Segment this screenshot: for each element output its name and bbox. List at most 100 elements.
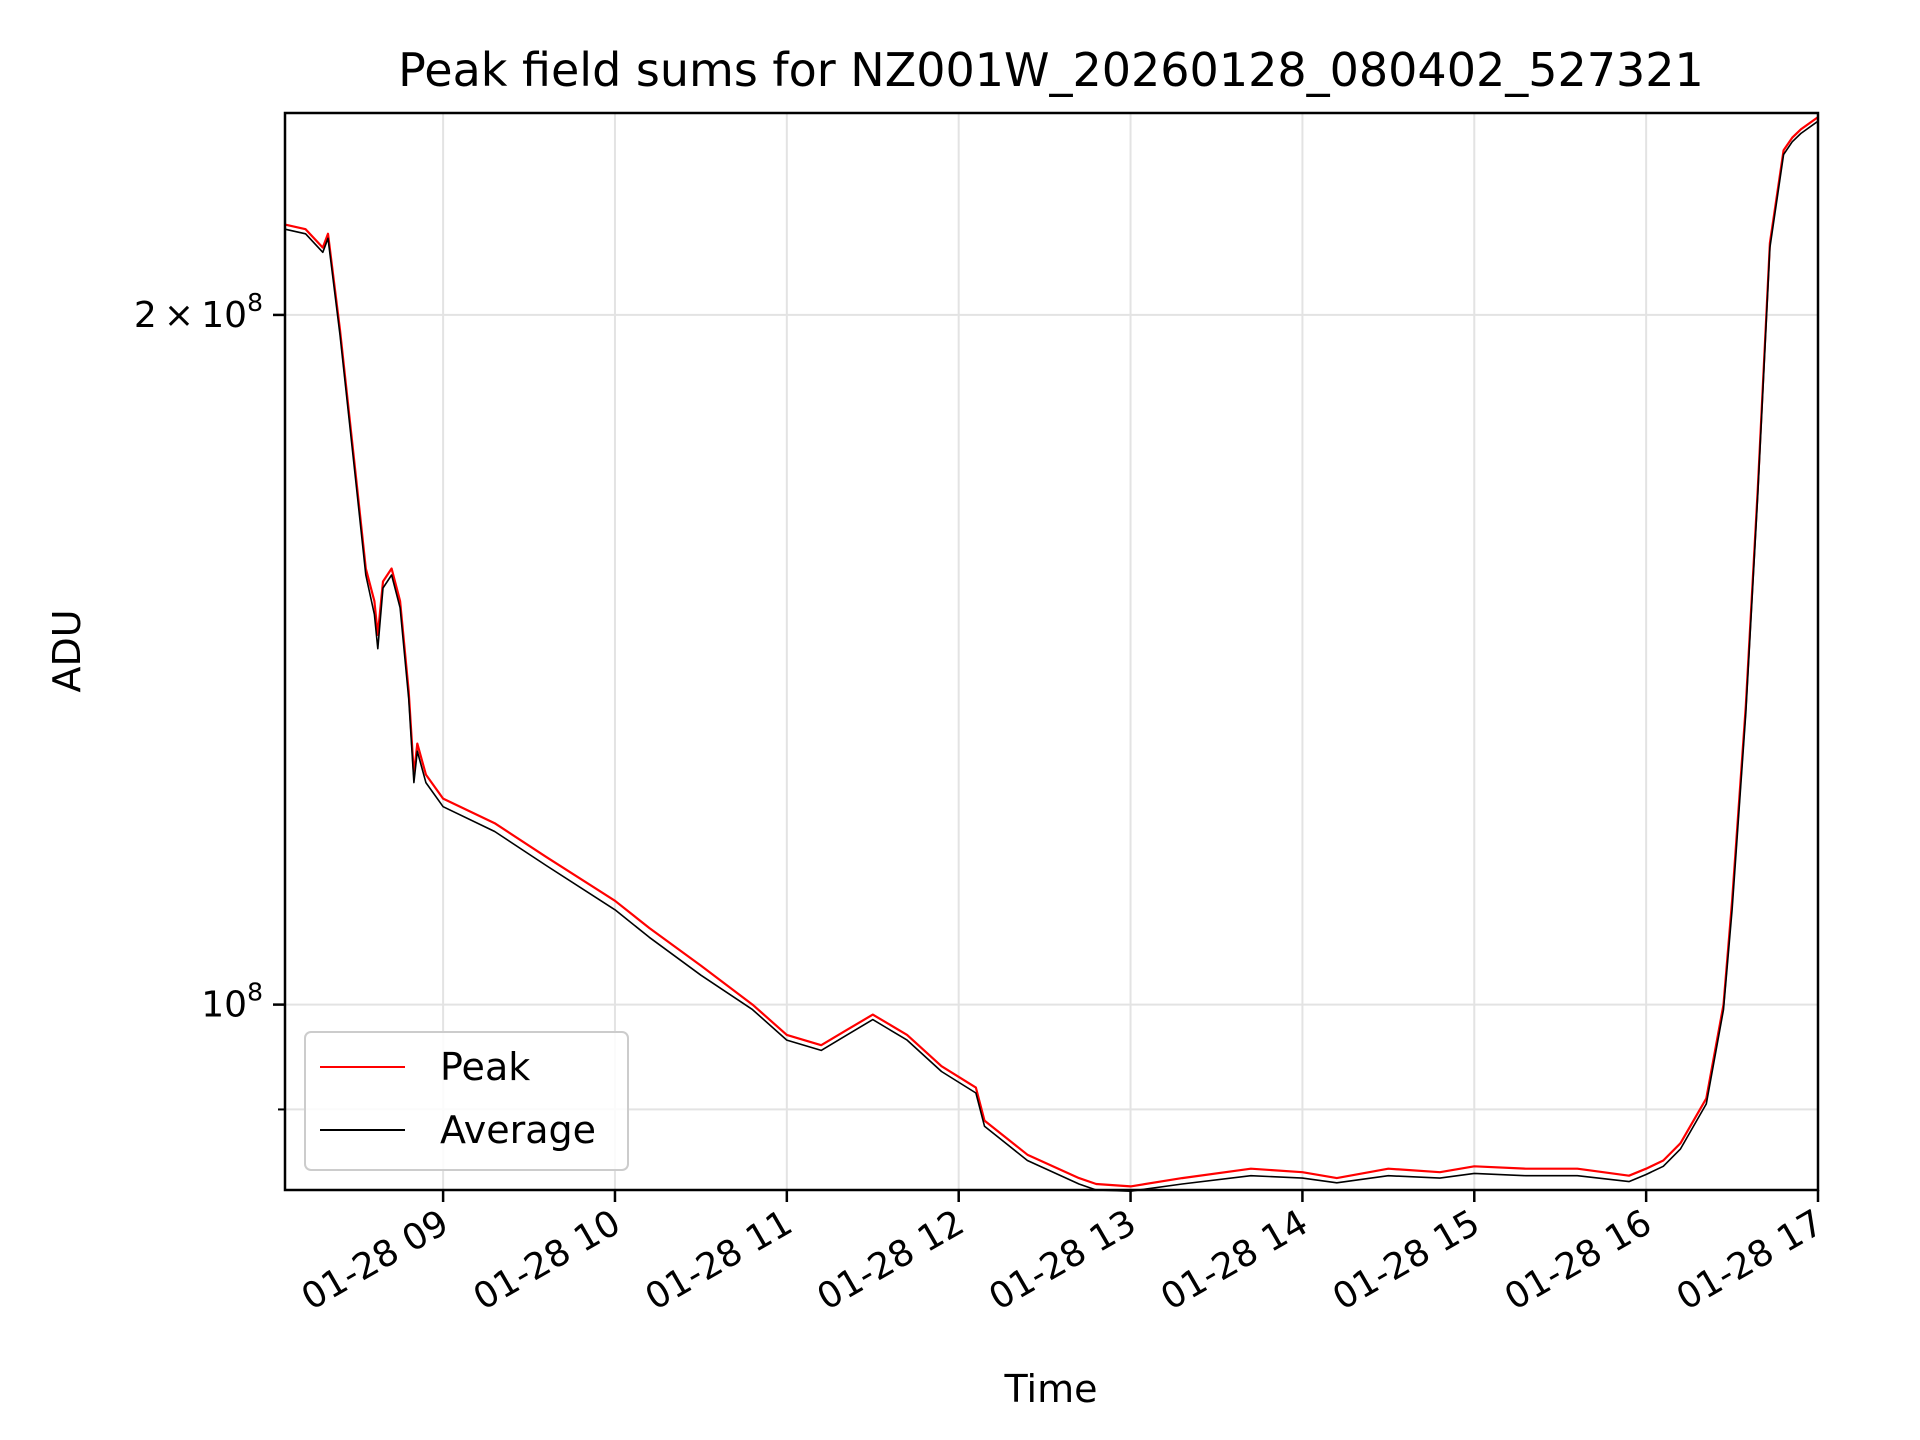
x-tick-label: 01-28 09 bbox=[295, 1202, 456, 1318]
data-point-peak bbox=[1782, 149, 1784, 151]
data-point-average bbox=[1301, 1177, 1303, 1179]
y-tick-label-exponent: 8 bbox=[247, 978, 263, 1007]
data-point-average bbox=[1181, 1183, 1183, 1185]
data-point-peak bbox=[648, 927, 650, 929]
data-point-peak bbox=[1576, 1167, 1578, 1169]
data-point-peak bbox=[1026, 1153, 1028, 1155]
y-axis-label: ADU bbox=[45, 609, 89, 692]
data-point-average bbox=[382, 587, 384, 589]
data-point-peak bbox=[1301, 1171, 1303, 1173]
data-point-peak bbox=[373, 600, 375, 602]
x-tick-label: 01-28 17 bbox=[1670, 1202, 1831, 1318]
data-point-peak bbox=[975, 1086, 977, 1088]
data-point-average bbox=[442, 806, 444, 808]
data-point-peak bbox=[1095, 1183, 1097, 1185]
data-point-average bbox=[1645, 1173, 1647, 1175]
legend-label-peak: Peak bbox=[440, 1045, 530, 1089]
data-point-peak bbox=[304, 228, 306, 230]
data-point-average bbox=[425, 781, 427, 783]
data-point-average bbox=[1078, 1183, 1080, 1185]
data-point-average bbox=[1026, 1159, 1028, 1161]
data-point-peak bbox=[1800, 128, 1802, 130]
x-tick-label: 01-28 15 bbox=[1326, 1202, 1487, 1318]
data-point-average bbox=[416, 750, 418, 752]
data-point-peak bbox=[1628, 1175, 1630, 1177]
data-point-average bbox=[304, 233, 306, 235]
data-point-average bbox=[614, 909, 616, 911]
data-point-average bbox=[545, 864, 547, 866]
series-peak bbox=[284, 116, 1819, 1188]
data-point-average bbox=[1628, 1180, 1630, 1182]
data-point-peak bbox=[614, 900, 616, 902]
data-point-peak bbox=[382, 580, 384, 582]
data-point-average bbox=[408, 697, 410, 699]
data-point-average bbox=[1473, 1172, 1475, 1174]
y-tick-label: 2 × 108 bbox=[134, 288, 263, 336]
data-point-peak bbox=[1791, 136, 1793, 138]
y-tick-label-base: 10 bbox=[201, 985, 247, 1026]
series-line-peak bbox=[284, 116, 1819, 1188]
data-point-average bbox=[399, 607, 401, 609]
data-point-peak bbox=[1439, 1171, 1441, 1173]
data-point-average bbox=[413, 781, 415, 783]
x-tick-label: 01-28 10 bbox=[467, 1202, 628, 1318]
data-point-peak bbox=[545, 856, 547, 858]
data-point-average bbox=[1705, 1103, 1707, 1105]
data-point-peak bbox=[906, 1034, 908, 1036]
x-tick-label: 01-28 16 bbox=[1498, 1202, 1659, 1318]
data-point-average bbox=[1662, 1165, 1664, 1167]
data-point-average bbox=[390, 574, 392, 576]
data-point-average bbox=[377, 648, 379, 650]
data-point-peak bbox=[416, 742, 418, 744]
data-point-average bbox=[1722, 1008, 1724, 1010]
data-point-peak bbox=[1181, 1177, 1183, 1179]
data-point-peak bbox=[820, 1044, 822, 1046]
chart-title: Peak field sums for NZ001W_20260128_0804… bbox=[398, 43, 1704, 97]
data-point-average bbox=[322, 251, 324, 253]
x-tick-label: 01-28 13 bbox=[982, 1202, 1143, 1318]
data-point-average bbox=[339, 334, 341, 336]
data-point-peak bbox=[700, 964, 702, 966]
data-point-average bbox=[373, 613, 375, 615]
data-point-peak bbox=[493, 822, 495, 824]
data-point-average bbox=[1731, 909, 1733, 911]
data-point-average bbox=[1576, 1175, 1578, 1177]
data-point-average bbox=[975, 1092, 977, 1094]
data-point-peak bbox=[390, 567, 392, 569]
data-point-peak bbox=[442, 797, 444, 799]
series-average bbox=[284, 120, 1819, 1192]
data-point-average bbox=[1757, 493, 1759, 495]
data-point-peak bbox=[940, 1065, 942, 1067]
data-point-average bbox=[786, 1039, 788, 1041]
data-point-average bbox=[1769, 246, 1771, 248]
data-point-average bbox=[1745, 712, 1747, 714]
data-point-average bbox=[846, 1034, 848, 1036]
data-point-peak bbox=[1525, 1167, 1527, 1169]
data-point-peak bbox=[1250, 1167, 1252, 1169]
data-point-peak bbox=[751, 1003, 753, 1005]
data-point-peak bbox=[1129, 1185, 1131, 1187]
data-point-peak bbox=[425, 773, 427, 775]
plot-series bbox=[284, 116, 1819, 1192]
data-point-average bbox=[493, 830, 495, 832]
y-tick-label-base: 2 × 10 bbox=[134, 295, 247, 336]
data-point-peak bbox=[1078, 1177, 1080, 1179]
x-tick-label: 01-28 14 bbox=[1154, 1202, 1315, 1318]
data-point-average bbox=[820, 1049, 822, 1051]
legend: Peak Average bbox=[304, 1031, 629, 1171]
data-point-peak bbox=[1387, 1167, 1389, 1169]
data-point-peak bbox=[786, 1034, 788, 1036]
data-point-average bbox=[872, 1018, 874, 1020]
data-point-peak bbox=[1336, 1177, 1338, 1179]
y-tick-label-exponent: 8 bbox=[247, 288, 263, 317]
data-point-peak bbox=[872, 1013, 874, 1015]
data-point-average bbox=[1791, 141, 1793, 143]
data-point-average bbox=[648, 936, 650, 938]
grid bbox=[285, 113, 1819, 1190]
x-tick-label: 01-28 11 bbox=[639, 1202, 800, 1318]
data-point-average bbox=[983, 1125, 985, 1127]
data-point-average bbox=[940, 1070, 942, 1072]
data-point-average bbox=[327, 237, 329, 239]
x-axis-label: Time bbox=[1004, 1367, 1098, 1411]
